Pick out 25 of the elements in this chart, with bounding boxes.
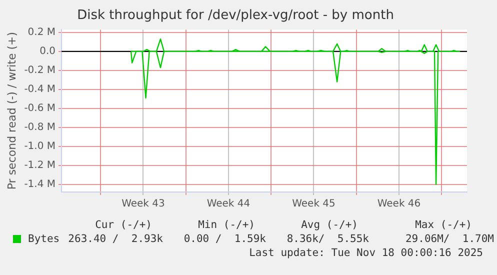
text: Avg (-/+) [301,219,358,231]
y-tick-label: -0.6 M [24,103,56,114]
text: 29.06M/ 1.70M [405,233,494,245]
y-tick-label: -1.4 M [24,178,56,190]
text: 263.40 / 2.93k [68,233,163,245]
x-tick-label: Week 43 [122,198,165,210]
y-tick-label: -1.2 M [24,160,56,171]
y-tick-label: -0.8 M [24,122,56,134]
x-tick-label: Week 46 [377,198,421,210]
y-tick-label: -0.2 M [24,65,56,76]
chart-title: Disk throughput for /dev/plex-vg/root - by month [77,8,394,24]
x-tick-label: Week 45 [292,198,336,210]
y-tick-label: 0.2 M [28,27,56,38]
y-tick-label: -1.0 M [24,141,56,152]
text: Max (-/+) [415,219,472,231]
text: Cur (-/+) [95,219,152,231]
text: Min (-/+) [198,219,255,231]
legend-label: Bytes [28,233,60,245]
y-tick-label: -0.4 M [24,84,56,96]
text: 0.00 / 1.59k [184,233,266,245]
text: 8.36k/ 5.55k [286,233,369,245]
x-tick-label: Week 44 [206,198,250,210]
y-axis-title: Pr second read (-) / write (+) [5,32,18,190]
text: Last update: Tue Nov 18 00:00:16 2025 [249,247,483,259]
y-tick-label: 0.0 [40,46,56,58]
